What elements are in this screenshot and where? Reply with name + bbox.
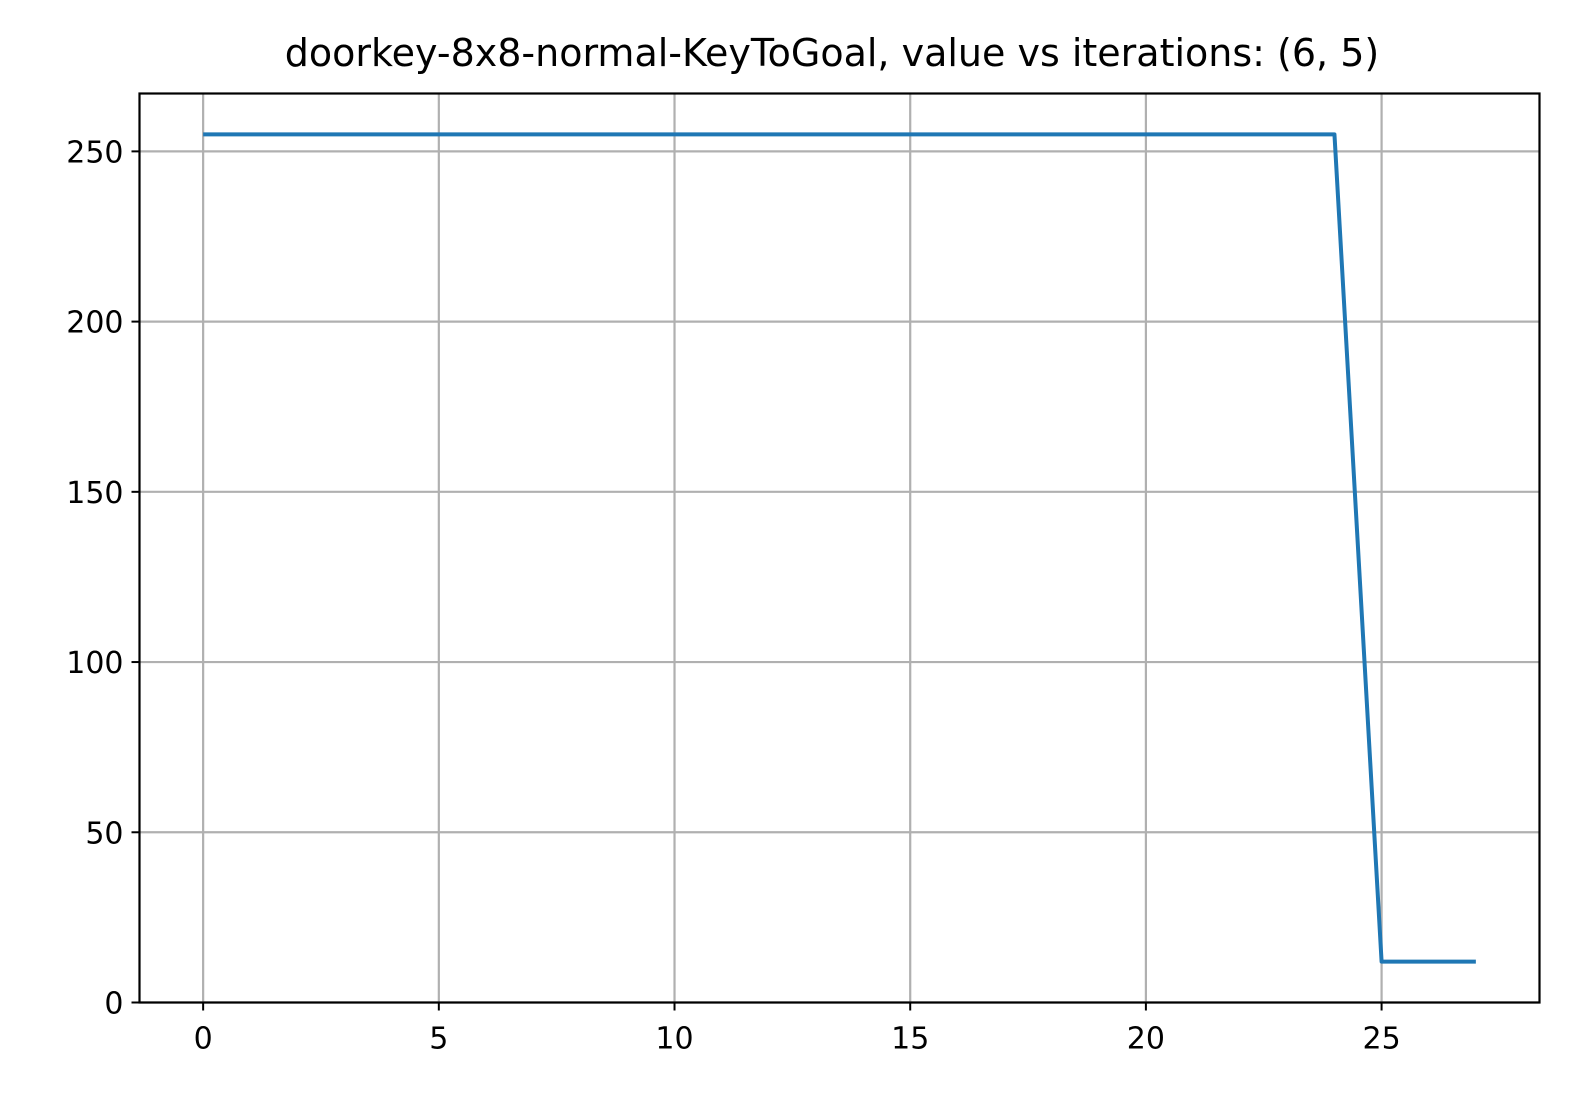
series-line	[203, 132, 1476, 964]
y-tick-label: 250	[66, 135, 123, 170]
y-tick-label: 100	[66, 646, 123, 681]
x-axis: 0 5 10 15 20 25	[194, 1002, 1401, 1057]
y-tick-label: 150	[66, 476, 123, 511]
x-tick-label: 0	[194, 1022, 213, 1057]
x-tick-label: 25	[1362, 1022, 1400, 1057]
x-tick-label: 10	[655, 1022, 693, 1057]
y-axis: 0 50 100 150 200 250	[66, 135, 140, 1022]
y-tick-label: 50	[85, 816, 123, 851]
y-tick-label: 0	[104, 987, 123, 1022]
y-tick-label: 200	[66, 306, 123, 341]
plot-frame	[138, 92, 1541, 1004]
x-tick-label: 20	[1127, 1022, 1165, 1057]
series-layer	[203, 132, 1476, 964]
x-tick-label: 15	[891, 1022, 929, 1057]
chart-title: doorkey-8x8-normal-KeyToGoal, value vs i…	[285, 31, 1379, 75]
x-tick-label: 5	[429, 1022, 448, 1057]
